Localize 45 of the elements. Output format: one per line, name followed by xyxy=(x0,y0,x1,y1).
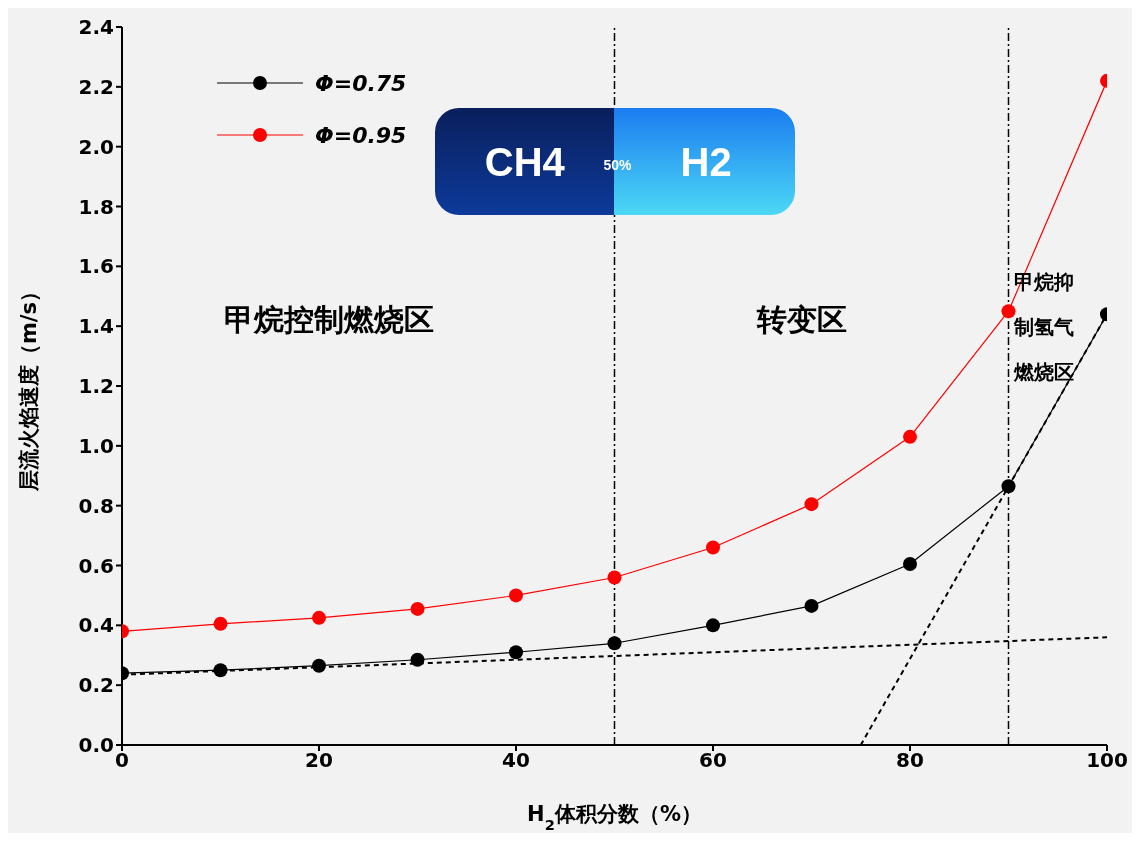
point xyxy=(213,663,228,678)
y-tick-label: 2.0 xyxy=(78,134,114,159)
y-tick-label: 0.0 xyxy=(78,733,114,758)
point xyxy=(903,429,917,444)
point xyxy=(509,588,523,603)
point xyxy=(706,540,720,555)
point xyxy=(312,658,326,673)
point xyxy=(1001,304,1016,319)
y-tick-label: 0.8 xyxy=(78,493,114,518)
point xyxy=(607,570,622,585)
point xyxy=(903,557,917,571)
annotation: 甲烷控制燃烧区 xyxy=(223,300,434,339)
x-tick-label: 100 xyxy=(1086,748,1128,773)
x-axis-title: H$_{2}$体积分数（%） xyxy=(527,802,702,833)
y-tick-label: 1.2 xyxy=(78,374,114,399)
y-tick-label: 0.6 xyxy=(78,553,114,578)
y-tick-label: 2.4 xyxy=(78,15,114,40)
y-tick-label: 1.4 xyxy=(78,314,114,339)
point xyxy=(706,618,720,633)
annotation: CH4 xyxy=(484,139,565,185)
point xyxy=(312,610,326,625)
y-tick-label: 1.8 xyxy=(78,194,114,219)
legend-label: Φ=0.95 xyxy=(315,122,407,148)
x-tick-label: 0 xyxy=(115,748,129,773)
annotation: 转变区 xyxy=(756,300,847,339)
x-tick-label: 80 xyxy=(896,748,924,773)
y-axis-title: 层流火焰速度（m/s） xyxy=(17,280,41,493)
annotation: H2 xyxy=(680,139,732,185)
point xyxy=(213,616,228,631)
point xyxy=(509,645,523,660)
y-tick-label: 0.2 xyxy=(78,673,114,698)
legend-label: Φ=0.75 xyxy=(315,70,407,96)
point xyxy=(607,636,622,651)
y-tick-label: 1.6 xyxy=(78,254,114,279)
point xyxy=(804,497,819,512)
x-tick-label: 40 xyxy=(502,748,530,773)
y-tick-label: 0.4 xyxy=(78,613,114,638)
y-tick-label: 1.0 xyxy=(78,433,114,458)
x-tick-label: 20 xyxy=(305,748,333,773)
point xyxy=(804,598,819,613)
point xyxy=(1001,479,1016,494)
y-tick-label: 2.2 xyxy=(78,74,114,99)
point xyxy=(410,652,425,667)
x-tick-label: 60 xyxy=(699,748,727,773)
point xyxy=(410,601,425,616)
